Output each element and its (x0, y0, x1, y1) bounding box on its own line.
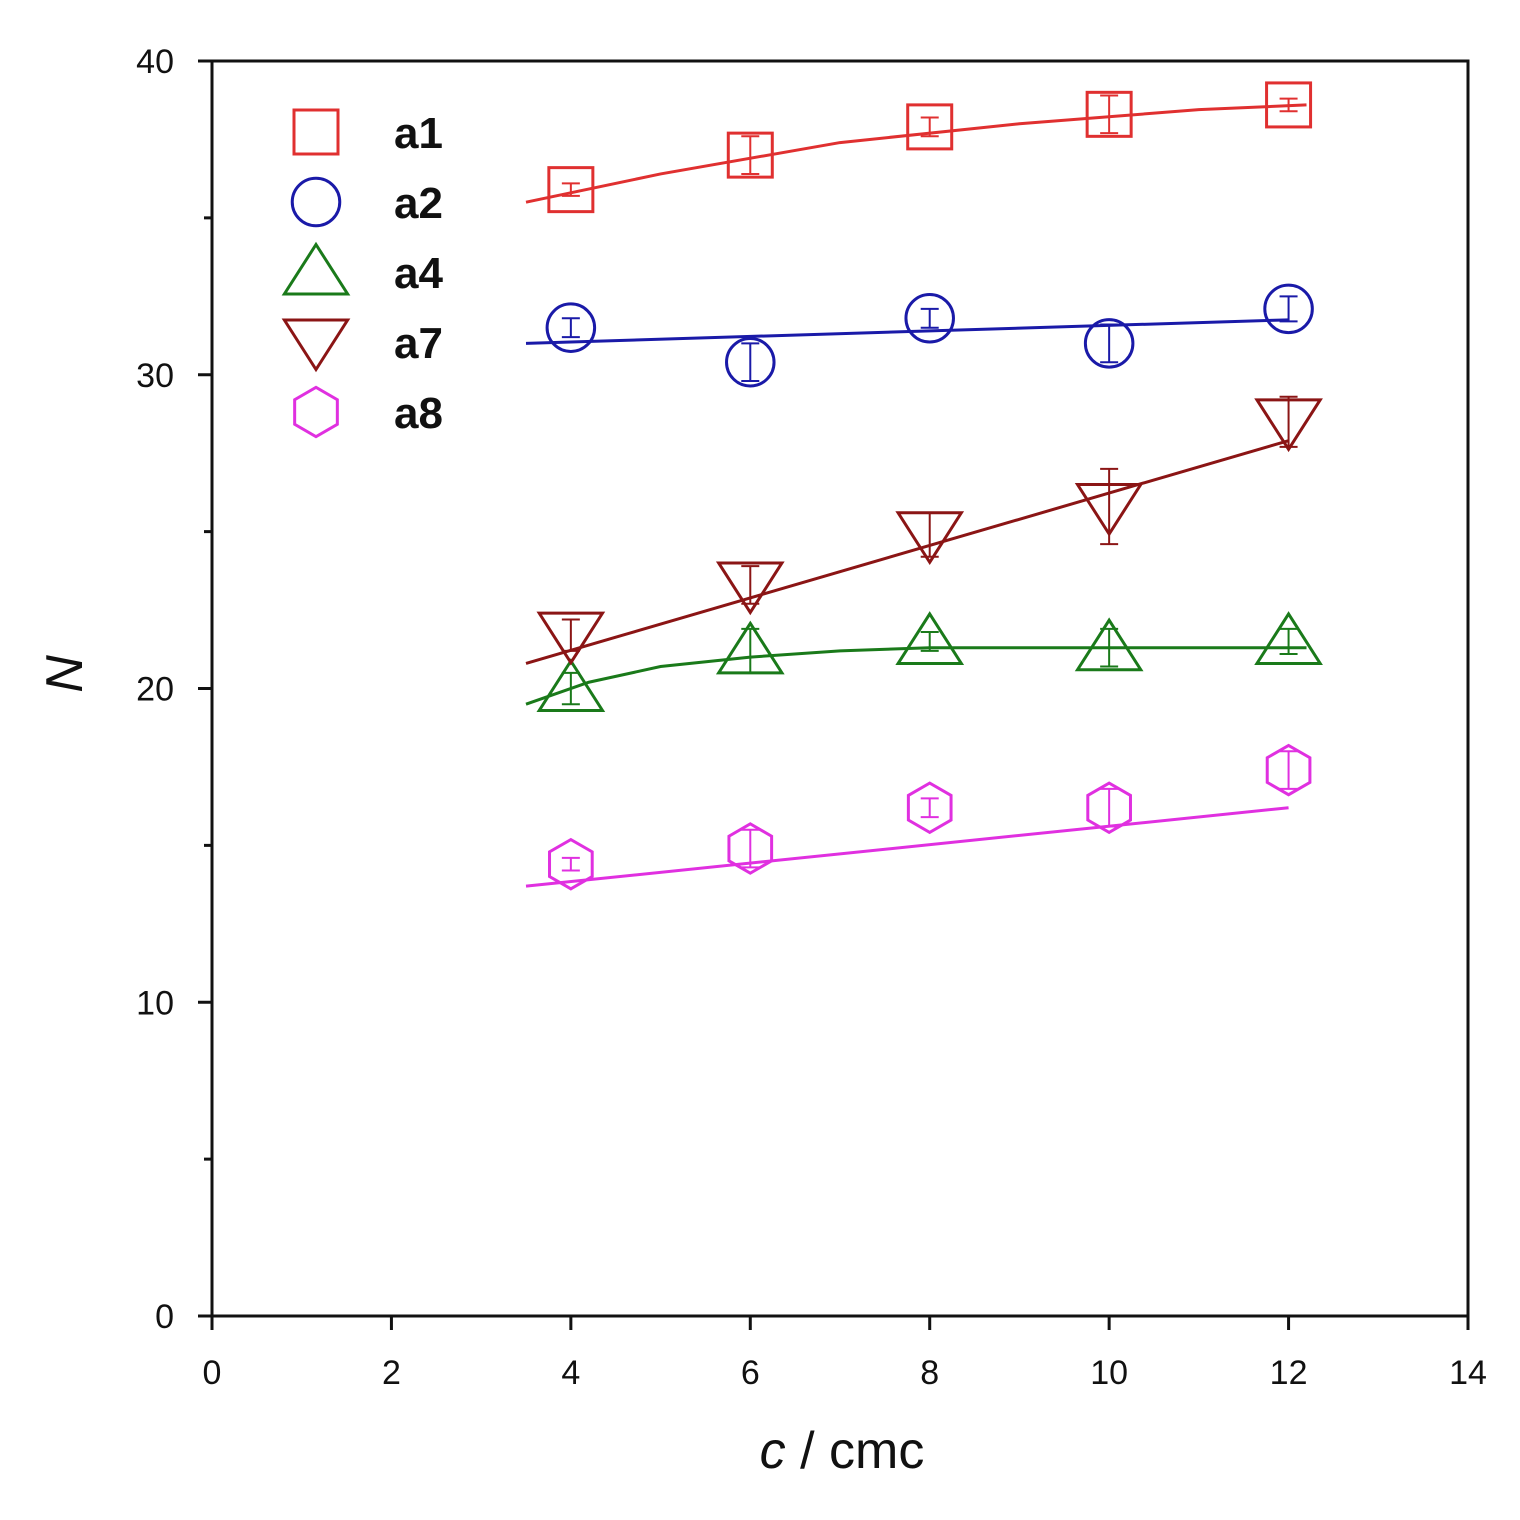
x-tick-label: 14 (1449, 1354, 1487, 1392)
fit-line-a4 (525, 646, 1307, 706)
data-point-a8 (1086, 781, 1132, 835)
legend-label-a2: a2 (394, 179, 443, 228)
y-tick-label: 20 (136, 671, 174, 709)
data-point-a7 (895, 511, 965, 566)
x-tick-label: 2 (382, 1354, 401, 1392)
data-point-a8 (727, 822, 774, 875)
data-point-a1 (1085, 90, 1133, 138)
data-point-a1 (547, 166, 595, 214)
data-point-a4 (715, 620, 785, 675)
data-point-a8 (1265, 743, 1312, 797)
x-tick-label: 8 (920, 1354, 939, 1392)
y-tick-label: 40 (136, 43, 174, 81)
data-point-a4 (895, 611, 965, 665)
data-point-a2 (1263, 283, 1314, 335)
legend: a1 a2 a4 a7 a8 (281, 108, 443, 439)
data-point-a7 (1254, 398, 1323, 453)
x-tick-label: 10 (1090, 1354, 1128, 1392)
fit-lines (525, 103, 1307, 888)
x-axis-title: c / cmc (760, 1422, 925, 1480)
legend-marker-a1 (292, 108, 340, 156)
y-tick-label: 10 (136, 984, 174, 1022)
fit-line-a1 (525, 103, 1307, 204)
fit-line-a2 (525, 318, 1289, 345)
legend-marker-a2 (290, 176, 342, 228)
data-point-a1 (726, 131, 774, 179)
data-point-a4 (536, 658, 606, 712)
data-point-a7 (715, 561, 785, 616)
legend-marker-a4 (281, 241, 351, 296)
legend-label-a1: a1 (394, 109, 443, 158)
data-points (536, 81, 1323, 891)
legend-label-a8: a8 (394, 389, 443, 438)
legend-label-a7: a7 (394, 319, 443, 368)
fit-line-a8 (525, 806, 1289, 888)
legend-marker-a8 (293, 385, 339, 439)
x-tick-label: 4 (561, 1354, 580, 1392)
data-point-a4 (1254, 611, 1323, 665)
data-point-a2 (1083, 318, 1135, 369)
x-tick-label: 0 (203, 1354, 222, 1392)
data-point-a4 (1074, 617, 1144, 672)
data-point-a2 (904, 293, 955, 344)
data-point-a2 (725, 336, 776, 388)
axis-ticks: 0 2 4 6 8 10 12 14 0 10 20 30 40 (136, 43, 1487, 1392)
y-tick-label: 0 (155, 1298, 174, 1336)
data-point-a7 (1074, 483, 1144, 537)
y-axis-title: N (36, 655, 94, 693)
data-point-a1 (906, 103, 954, 151)
x-axis-title-unit: / cmc (786, 1422, 925, 1480)
x-tick-label: 12 (1270, 1354, 1308, 1392)
x-tick-label: 6 (741, 1354, 760, 1392)
data-point-a8 (548, 837, 594, 891)
data-point-a1 (1265, 81, 1313, 129)
data-point-a8 (906, 781, 953, 835)
legend-marker-a7 (281, 318, 351, 373)
fit-line-a7 (525, 439, 1289, 665)
data-point-a2 (545, 302, 597, 353)
data-point-a7 (536, 611, 606, 666)
legend-label-a4: a4 (394, 249, 443, 298)
x-axis-title-italic: c (760, 1422, 786, 1480)
y-tick-label: 30 (136, 357, 174, 395)
